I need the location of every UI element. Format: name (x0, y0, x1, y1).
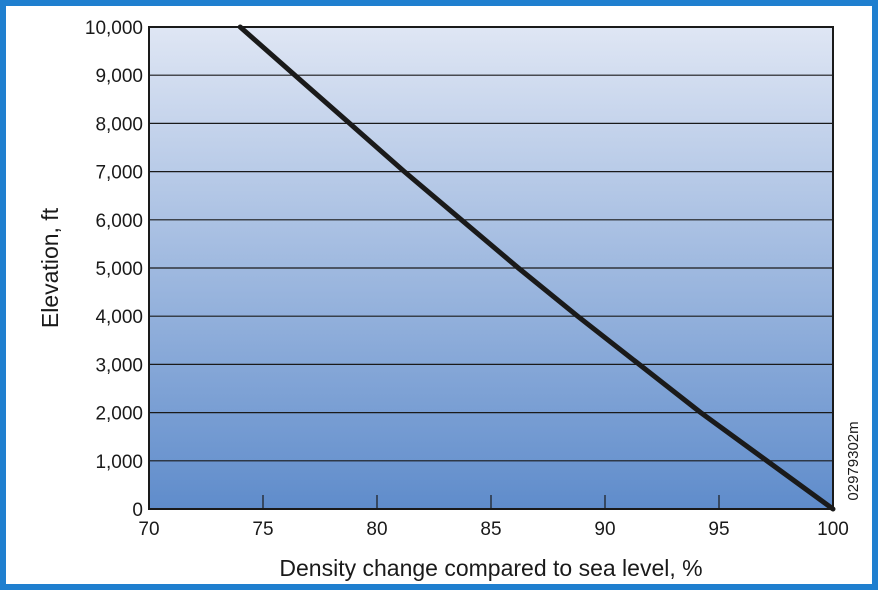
y-tick-label: 7,000 (95, 163, 143, 184)
plot-border (148, 26, 834, 510)
y-tick-label: 1,000 (95, 452, 143, 473)
x-axis-tick-labels: 70 75 80 85 90 95 100 (138, 519, 848, 540)
y-tick-label: 3,000 (95, 355, 143, 376)
x-tick-label: 80 (366, 519, 387, 540)
x-axis-title: Density change compared to sea level, % (279, 555, 702, 581)
figure-code-label: 02979302m (845, 421, 862, 500)
x-tick-label: 85 (480, 519, 501, 540)
y-tick-label: 2,000 (95, 404, 143, 425)
x-tick-label: 100 (817, 519, 849, 540)
y-axis-title: Elevation, ft (37, 207, 63, 328)
y-tick-label: 10,000 (85, 18, 143, 39)
x-tick-label: 75 (252, 519, 273, 540)
density-elevation-chart: 0 1,000 2,000 3,000 4,000 5,000 6,000 7,000 8,00… (37, 18, 862, 581)
grid-lines (149, 74, 833, 462)
series-layer (237, 24, 836, 512)
y-tick-label: 0 (132, 500, 143, 521)
y-tick-label: 5,000 (95, 259, 143, 280)
y-tick-label: 9,000 (95, 66, 143, 87)
y-tick-label: 8,000 (95, 114, 143, 135)
x-tick-label: 95 (708, 519, 729, 540)
y-tick-label: 4,000 (95, 307, 143, 328)
y-axis-tick-labels: 0 1,000 2,000 3,000 4,000 5,000 6,000 7,000 8,00… (85, 18, 143, 521)
x-tick-label: 90 (594, 519, 615, 540)
x-axis-ticks (262, 495, 720, 509)
x-tick-label: 70 (138, 519, 159, 540)
y-tick-label: 6,000 (95, 211, 143, 232)
series-line (237, 24, 836, 512)
